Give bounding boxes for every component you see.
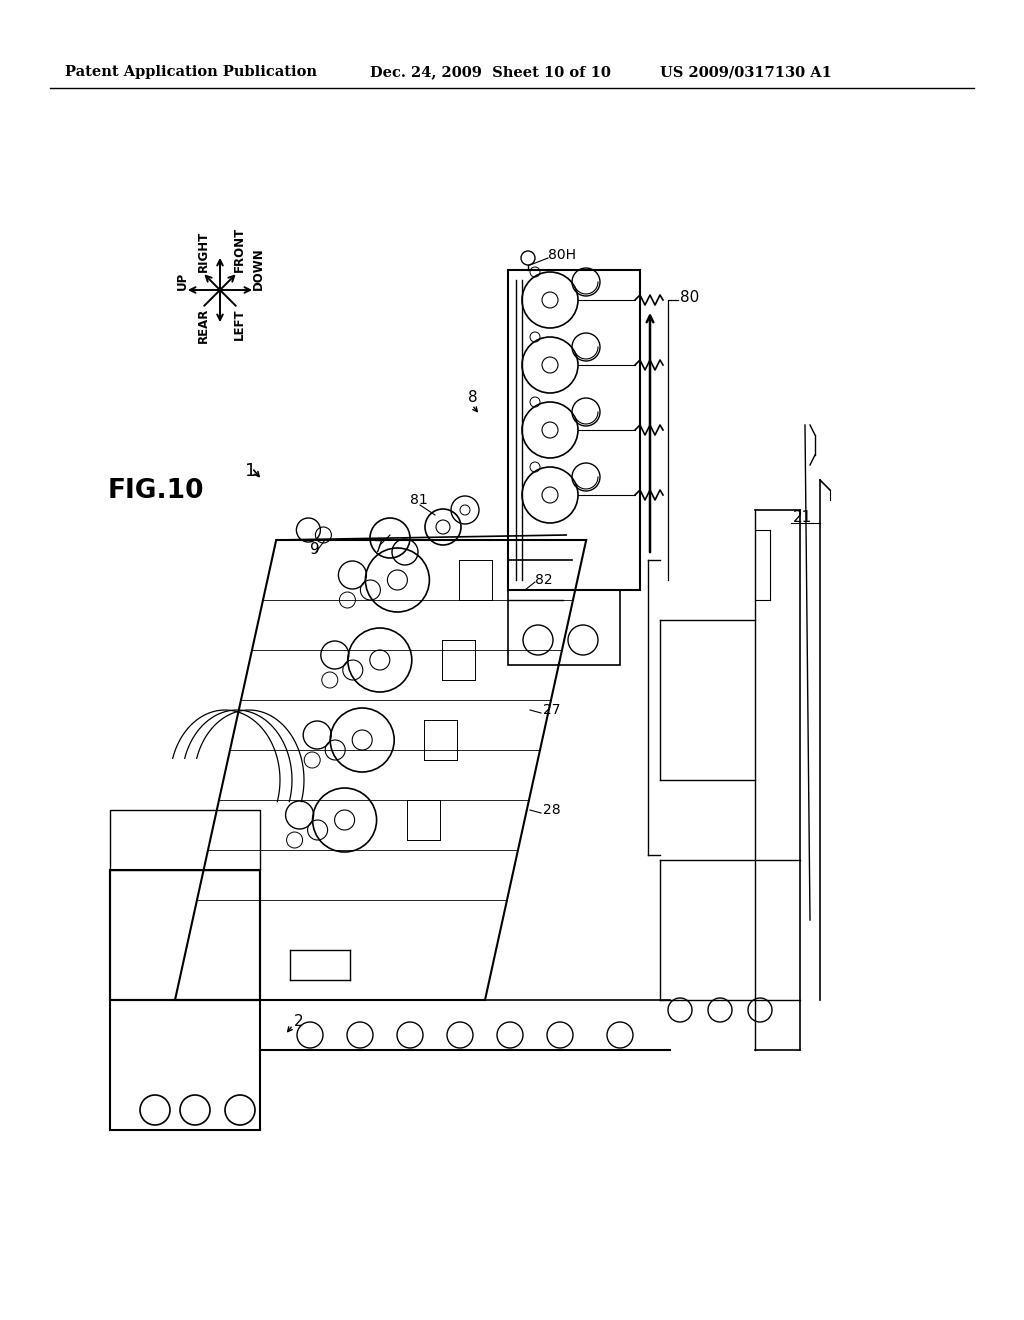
Bar [110, 810, 260, 870]
Text: Patent Application Publication: Patent Application Publication [65, 65, 317, 79]
Text: 82: 82 [535, 573, 553, 587]
Text: 27: 27 [543, 704, 560, 717]
Text: RIGHT: RIGHT [197, 231, 210, 272]
Text: Dec. 24, 2009  Sheet 10 of 10: Dec. 24, 2009 Sheet 10 of 10 [370, 65, 611, 79]
Bar [508, 271, 640, 590]
Text: REAR: REAR [197, 308, 210, 343]
Text: LEFT: LEFT [232, 308, 246, 339]
Bar [508, 590, 620, 665]
Text: 2: 2 [294, 1015, 304, 1030]
Text: 7: 7 [374, 540, 384, 554]
Text: UP: UP [175, 272, 188, 290]
Text: 9: 9 [310, 543, 319, 557]
Text: 80: 80 [680, 290, 699, 305]
Text: 81: 81 [410, 492, 428, 507]
Text: 8: 8 [468, 389, 477, 404]
Text: DOWN: DOWN [252, 247, 264, 290]
Bar [110, 870, 260, 1001]
Text: 1: 1 [245, 462, 256, 480]
Text: US 2009/0317130 A1: US 2009/0317130 A1 [660, 65, 831, 79]
Text: 28: 28 [543, 803, 560, 817]
Text: 21: 21 [793, 511, 812, 525]
Text: 80H: 80H [548, 248, 575, 261]
Text: FIG.10: FIG.10 [108, 478, 205, 504]
Text: FRONT: FRONT [232, 227, 246, 272]
